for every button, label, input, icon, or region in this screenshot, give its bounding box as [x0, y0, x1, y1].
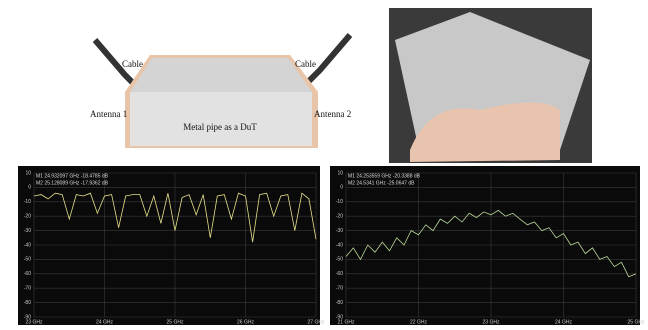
y-tick-label: -60 [336, 271, 343, 277]
label: Antenna 2 [314, 109, 351, 119]
marker-readout: M2 24.5341 GHz -25.0647 dB [348, 180, 415, 186]
x-tick-label: 27 GHz [308, 319, 325, 325]
y-tick-label: -50 [336, 257, 343, 263]
y-tick-label: -70 [336, 286, 343, 292]
y-tick-label: -30 [24, 228, 31, 234]
y-tick-label: 0 [28, 185, 31, 191]
y-tick-label: -10 [336, 199, 343, 205]
y-tick-label: 10 [337, 170, 343, 176]
y-tick-label: -80 [24, 300, 31, 306]
x-tick-label: 22 GHz [410, 319, 427, 325]
x-tick-label: 25 GHz [167, 319, 184, 325]
pipe-front [130, 92, 312, 146]
y-tick-label: -20 [336, 214, 343, 220]
y-tick-label: -40 [24, 242, 31, 248]
y-tick-label: 10 [25, 170, 31, 176]
figure: Cable Cable Antenna 1 Antenna 2 Metal pi… [0, 0, 648, 325]
y-tick-label: 0 [340, 185, 343, 191]
label: Cable [122, 59, 143, 69]
y-tick-label: -20 [24, 214, 31, 220]
label: Metal pipe as a DuT [183, 122, 257, 132]
x-tick-label: 23 GHz [26, 319, 43, 325]
x-tick-label: 21 GHz [338, 319, 355, 325]
marker-readout: M1 24.932097 GHz -18.4785 dB [36, 173, 109, 179]
y-tick-label: -60 [24, 271, 31, 277]
x-tick-label: 23 GHz [483, 319, 500, 325]
label: Cable [295, 59, 316, 69]
screen [18, 166, 320, 325]
x-tick-label: 24 GHz [96, 319, 113, 325]
label: Antenna 1 [90, 109, 127, 119]
marker-readout: M2 25.128089 GHz -17.9362 dB [36, 180, 109, 186]
x-tick-label: 24 GHz [555, 319, 572, 325]
y-tick-label: -70 [24, 286, 31, 292]
marker-readout: M1 24.253559 GHz -20.3388 dB [348, 173, 421, 179]
screen [330, 166, 640, 325]
photo [389, 8, 592, 163]
x-tick-label: 26 GHz [237, 319, 254, 325]
y-tick-label: -50 [24, 257, 31, 263]
y-tick-label: -30 [336, 228, 343, 234]
pipe-top [130, 58, 312, 92]
y-tick-label: -80 [336, 300, 343, 306]
setup-diagram: Cable Cable Antenna 1 Antenna 2 Metal pi… [90, 35, 351, 148]
page: Cable Cable Antenna 1 Antenna 2 Metal pi… [0, 0, 648, 325]
y-tick-label: -40 [336, 242, 343, 248]
y-tick-label: -10 [24, 199, 31, 205]
x-tick-label: 25 GHz [628, 319, 645, 325]
